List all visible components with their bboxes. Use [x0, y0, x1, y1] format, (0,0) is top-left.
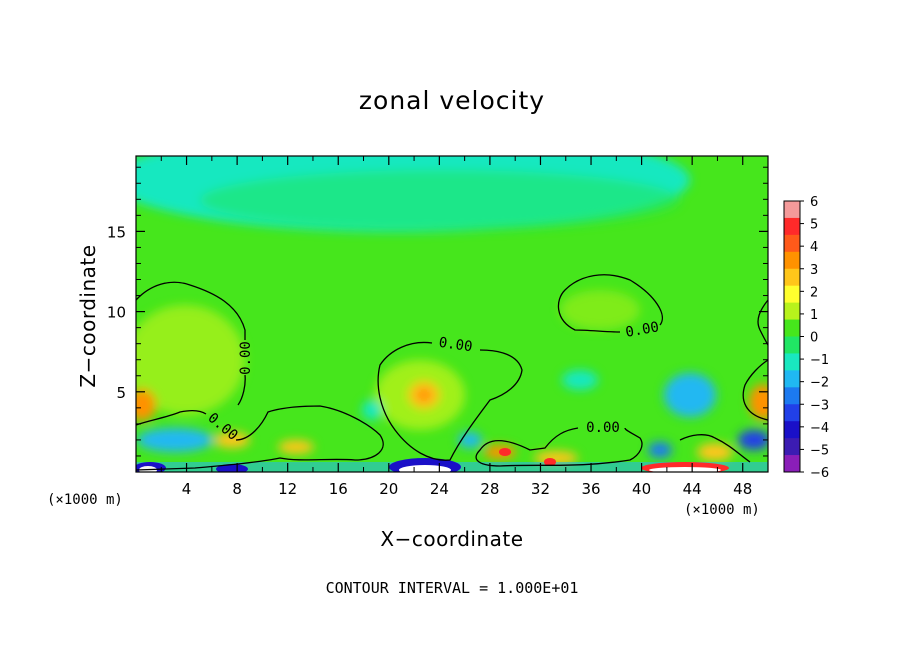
x-tick-label: 44	[683, 480, 702, 498]
colorbar-tick-label: 2	[810, 285, 818, 300]
red-dot-1	[499, 448, 511, 456]
cyan-patch-2	[362, 400, 382, 420]
surface-white-3	[399, 465, 451, 472]
colorbar-swatch	[784, 404, 800, 422]
chart-title: zonal velocity	[358, 86, 546, 115]
warm-patch-1	[214, 432, 250, 448]
blue-patch-2	[137, 428, 213, 452]
upper-cyan-fringe	[200, 170, 680, 230]
x-tick-label: 24	[430, 480, 449, 498]
contour-upper-right	[557, 274, 663, 333]
colorbar-swatch	[784, 455, 800, 473]
contour-left-dome	[136, 281, 246, 406]
colorbar-swatch	[784, 285, 800, 304]
colorbar-tick-label: 3	[810, 263, 818, 278]
x-tick-label: 32	[531, 480, 550, 498]
x-tick-label: 12	[278, 480, 297, 498]
colorbar-swatch	[784, 217, 800, 236]
x-axis-ticks: 4 8 12 16 20 24 28 32 36 40 44 48	[160, 156, 752, 498]
colorbar-swatch	[784, 421, 800, 439]
heatmap-field	[136, 156, 768, 472]
contour-interval-note: CONTOUR INTERVAL = 1.000E+01	[325, 579, 579, 597]
warm-patch-2	[278, 440, 314, 454]
colorbar-tick-label: −3	[810, 398, 829, 413]
contour-center-blob	[377, 341, 523, 461]
contour-label-upper-right: 0.00	[624, 319, 660, 341]
colorbar-swatch	[784, 438, 800, 456]
warm-patch-5	[697, 443, 733, 461]
colorbar-swatch	[784, 302, 800, 321]
colorbar-swatch	[784, 353, 800, 371]
cyan-patch-1	[562, 370, 598, 390]
colorbar-swatch	[784, 251, 800, 270]
colorbar-tick-label: −4	[810, 421, 829, 436]
center-orange-core	[416, 388, 432, 402]
colorbar-tick-label: 4	[810, 240, 818, 255]
x-tick-label: 48	[733, 480, 752, 498]
x-tick-label: 20	[379, 480, 398, 498]
contour-label-lower-right: 0.00	[586, 420, 620, 436]
plot-frame	[135, 155, 769, 473]
colorbar-swatch	[784, 387, 800, 405]
blue-patch-3	[738, 430, 768, 450]
y-axis-ticks: 5 10 15	[107, 166, 768, 457]
blue-patch-1	[664, 373, 716, 417]
x-axis-unit: (×1000 m)	[684, 502, 760, 518]
y-tick-label: 10	[107, 304, 126, 322]
right-light-green	[560, 290, 640, 330]
contour-low-left	[136, 405, 384, 471]
colorbar-swatch	[784, 234, 800, 253]
x-tick-label: 16	[329, 480, 348, 498]
colorbar-tick-label: −1	[810, 353, 829, 368]
contour-bottom-right	[679, 434, 751, 463]
y-tick-label: 15	[107, 223, 126, 241]
left-orange-core	[136, 389, 156, 421]
colorbar-tick-label: 6	[810, 195, 818, 210]
colorbar-tick-label: −6	[810, 466, 829, 481]
x-tick-label: 36	[581, 480, 600, 498]
z-axis-unit: (×1000 m)	[47, 492, 123, 508]
contour-label-center: 0.00	[438, 335, 474, 356]
colorbar-swatch	[784, 336, 800, 354]
colorbar-swatch	[784, 319, 800, 337]
left-light-green	[136, 305, 245, 415]
contour-low-right	[475, 427, 643, 467]
colorbar-tick-label: 0	[810, 331, 818, 346]
contour-label-left: 0.00	[238, 341, 254, 375]
x-tick-label: 4	[182, 480, 192, 498]
x-tick-label: 40	[632, 480, 651, 498]
y-tick-label: 5	[116, 384, 126, 402]
x-axis-label: X−coordinate	[380, 527, 524, 551]
x-tick-label: 28	[480, 480, 499, 498]
blue-patch-4	[648, 442, 672, 458]
right-orange-core	[749, 384, 768, 420]
colorbar-tick-label: −5	[810, 443, 829, 458]
colorbar-tick-label: 5	[810, 218, 818, 233]
colorbar-swatch	[784, 370, 800, 388]
colorbar-tick-label: −2	[810, 376, 829, 391]
colorbar-swatch	[784, 268, 800, 287]
colorbar-swatch	[784, 201, 800, 219]
red-dot-2	[544, 458, 556, 466]
colorbar: 6 5 4 3 2 1 0 −1 −2 −3 −4 −5 −6	[783, 195, 829, 481]
colorbar-tick-label: 1	[810, 308, 818, 323]
x-tick-label: 8	[232, 480, 242, 498]
